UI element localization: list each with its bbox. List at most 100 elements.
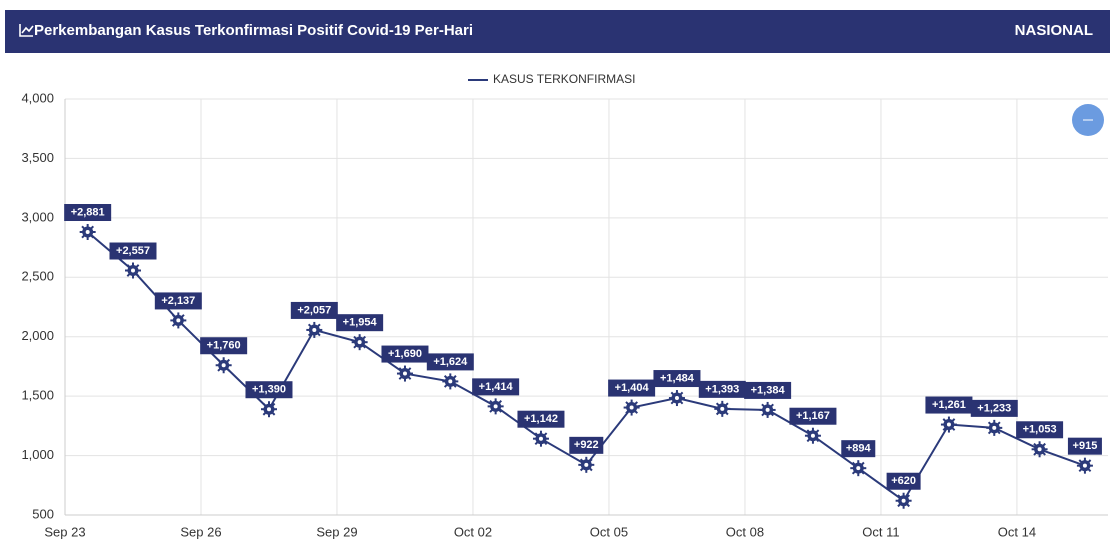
y-tick-label: 2,000 (21, 328, 54, 343)
marker-dot (946, 422, 951, 427)
y-tick-label: 500 (32, 506, 54, 521)
value-label-box (841, 440, 876, 458)
point-marker (578, 456, 595, 473)
x-tick-label: Sep 29 (316, 524, 357, 539)
header-bar (5, 10, 1110, 53)
point-marker (351, 334, 368, 351)
marker-dot (629, 405, 634, 410)
value-label-box (200, 337, 248, 355)
value-label-box (1016, 421, 1064, 439)
value-label: +1,954 (343, 317, 378, 329)
value-label: +1,624 (433, 356, 468, 368)
marker-dot (720, 406, 725, 411)
marker-dot (584, 462, 589, 467)
point-marker (986, 419, 1003, 436)
value-label: +1,233 (977, 402, 1011, 414)
point-marker (623, 399, 640, 416)
value-label-box (970, 399, 1018, 417)
value-label-box (1067, 437, 1102, 455)
y-tick-label: 4,000 (21, 90, 54, 105)
value-label-box (698, 380, 746, 398)
point-marker (850, 460, 867, 477)
value-label-box (789, 407, 837, 425)
value-label-box (154, 292, 202, 310)
zoom-button[interactable] (1072, 104, 1104, 136)
value-label: +1,760 (207, 340, 241, 352)
marker-dot (493, 404, 498, 409)
marker-dot (765, 407, 770, 412)
value-label: +1,690 (388, 348, 422, 360)
point-marker (668, 390, 685, 407)
y-tick-label: 1,500 (21, 388, 54, 403)
value-label-box (517, 410, 565, 428)
value-label: +620 (891, 475, 916, 487)
value-label-box (472, 378, 520, 396)
header-scope: NASIONAL (1015, 22, 1093, 39)
marker-dot (130, 268, 135, 273)
x-tick-label: Oct 14 (998, 524, 1036, 539)
value-label-box (64, 204, 112, 222)
value-label: +1,404 (615, 382, 650, 394)
point-marker (170, 312, 187, 329)
point-marker (306, 321, 323, 338)
marker-dot (402, 371, 407, 376)
chart-icon (19, 24, 34, 37)
legend-label: KASUS TERKONFIRMASI (493, 72, 635, 86)
y-tick-label: 2,500 (21, 269, 54, 284)
value-label-box (744, 381, 792, 399)
marker-dot (810, 433, 815, 438)
value-label: +1,390 (252, 384, 286, 396)
y-tick-label: 3,500 (21, 150, 54, 165)
marker-dot (538, 436, 543, 441)
y-tick-label: 1,000 (21, 447, 54, 462)
value-label-box (608, 379, 656, 397)
marker-dot (901, 498, 906, 503)
value-label-box (569, 436, 604, 454)
point-marker (215, 357, 232, 374)
y-tick-label: 3,000 (21, 209, 54, 224)
value-label: +2,057 (297, 304, 331, 316)
value-label: +2,881 (71, 206, 105, 218)
value-label-box (426, 353, 474, 371)
point-marker (260, 401, 277, 418)
marker-dot (312, 327, 317, 332)
value-label: +2,557 (116, 245, 150, 257)
marker-dot (85, 230, 90, 235)
value-label-box (245, 381, 293, 399)
point-marker (759, 401, 776, 418)
value-label-box (336, 314, 384, 332)
value-label-box (381, 345, 429, 363)
value-label: +2,137 (161, 295, 195, 307)
marker-dot (992, 425, 997, 430)
x-tick-label: Oct 02 (454, 524, 492, 539)
value-label: +1,167 (796, 410, 830, 422)
point-marker (124, 262, 141, 279)
marker-dot (1082, 463, 1087, 468)
point-marker (804, 427, 821, 444)
value-label: +1,393 (705, 383, 739, 395)
value-label: +1,484 (660, 372, 695, 384)
point-marker (532, 430, 549, 447)
point-marker (1076, 457, 1093, 474)
value-label: +1,384 (751, 384, 786, 396)
x-tick-label: Sep 23 (44, 524, 85, 539)
point-marker (940, 416, 957, 433)
value-label: +894 (846, 443, 872, 455)
value-label: +1,053 (1023, 424, 1057, 436)
x-tick-label: Oct 05 (590, 524, 628, 539)
value-label: +1,261 (932, 399, 966, 411)
value-label: +922 (574, 439, 599, 451)
marker-dot (674, 396, 679, 401)
value-label: +1,142 (524, 413, 558, 425)
x-tick-label: Oct 08 (726, 524, 764, 539)
point-marker (714, 400, 731, 417)
marker-dot (1037, 447, 1042, 452)
marker-dot (856, 466, 861, 471)
point-marker (487, 398, 504, 415)
marker-dot (221, 363, 226, 368)
value-label-box (925, 396, 973, 414)
point-marker (396, 365, 413, 382)
value-label-box (109, 242, 157, 260)
value-label-box (653, 370, 701, 388)
